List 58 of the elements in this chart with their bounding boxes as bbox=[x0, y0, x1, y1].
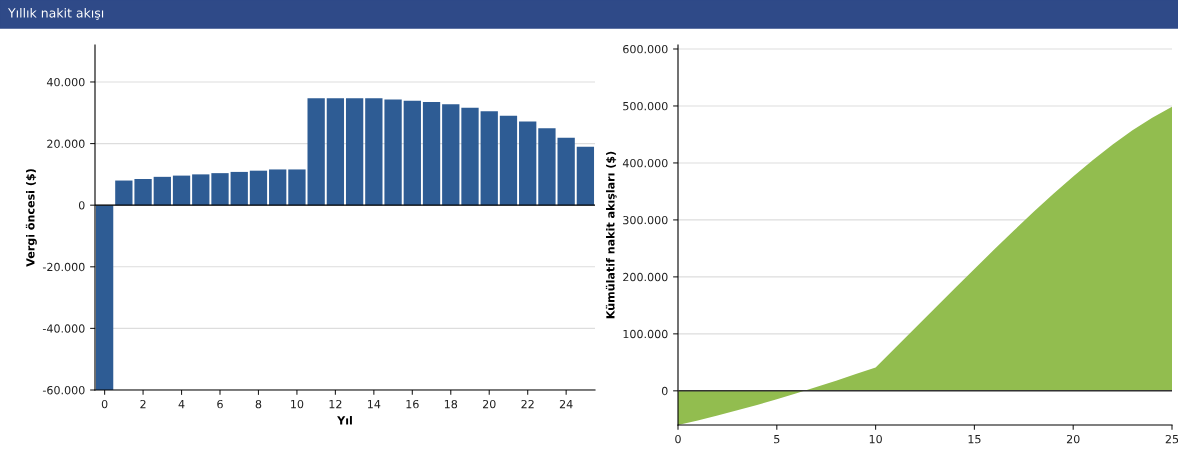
bar bbox=[192, 174, 210, 206]
y-tick-label: 40.000 bbox=[46, 77, 85, 87]
bar bbox=[345, 98, 364, 206]
x-tick-label: 2 bbox=[140, 399, 146, 409]
bar bbox=[211, 173, 229, 206]
x-tick-label: 12 bbox=[329, 399, 342, 409]
x-tick-label: 4 bbox=[178, 400, 185, 409]
bar bbox=[442, 104, 460, 206]
y-tick-label: -20.000 bbox=[42, 262, 85, 272]
y-tick-label: -40.000 bbox=[42, 324, 85, 333]
bar bbox=[403, 100, 421, 206]
x-tick-label: 24 bbox=[559, 399, 573, 409]
x-tick-label: 16 bbox=[406, 399, 419, 409]
x-tick-label: 5 bbox=[774, 435, 780, 444]
bar bbox=[288, 169, 306, 206]
x-tick-label: 6 bbox=[217, 399, 223, 409]
y-tick-label: -60.000 bbox=[42, 385, 85, 395]
bar bbox=[249, 170, 268, 206]
x-tick-label: 20 bbox=[482, 399, 496, 409]
y-tick-label: 0 bbox=[78, 201, 85, 210]
bar bbox=[461, 107, 479, 206]
bar bbox=[230, 171, 248, 206]
bar bbox=[307, 98, 325, 206]
bar bbox=[422, 101, 441, 206]
y-tick-label: 20.000 bbox=[47, 139, 85, 148]
y-tick-label: 200.000 bbox=[623, 272, 668, 282]
bar bbox=[480, 111, 498, 206]
x-tick-label: 20 bbox=[1066, 434, 1080, 444]
bar bbox=[538, 128, 556, 206]
x-tick-label: 8 bbox=[255, 399, 262, 409]
bar bbox=[576, 146, 595, 206]
x-tick-label: 15 bbox=[968, 435, 981, 444]
bar bbox=[95, 205, 114, 390]
y-axis-title: Kümülatif nakit akışları ($) bbox=[605, 151, 617, 319]
x-tick-label: 10 bbox=[291, 399, 304, 409]
chart-title: Yıllık nakit akışı bbox=[7, 7, 104, 20]
y-tick-label: 600.000 bbox=[623, 44, 668, 54]
x-tick-label: 10 bbox=[869, 434, 882, 444]
x-tick-label: 0 bbox=[675, 434, 681, 444]
y-tick-label: 400.000 bbox=[622, 158, 668, 168]
x-tick-label: 25 bbox=[1165, 434, 1178, 444]
bar bbox=[269, 169, 287, 206]
x-axis-title: Yıl bbox=[337, 416, 352, 425]
y-tick-label: 0 bbox=[661, 386, 668, 396]
bar bbox=[519, 121, 537, 206]
y-tick-label: 500.000 bbox=[623, 101, 668, 111]
x-tick-label: 14 bbox=[368, 400, 381, 409]
x-tick-label: 22 bbox=[521, 399, 534, 409]
bar bbox=[557, 137, 575, 206]
x-tick-label: 18 bbox=[444, 399, 458, 409]
bar bbox=[172, 175, 191, 206]
y-axis-title: Vergi öncesi ($) bbox=[25, 169, 37, 267]
bar bbox=[153, 176, 171, 206]
y-tick-label: 300.000 bbox=[623, 215, 668, 225]
y-tick-label: 100.000 bbox=[623, 329, 668, 339]
bar bbox=[326, 98, 345, 206]
bar bbox=[499, 115, 518, 206]
x-tick-label: 0 bbox=[101, 399, 108, 409]
